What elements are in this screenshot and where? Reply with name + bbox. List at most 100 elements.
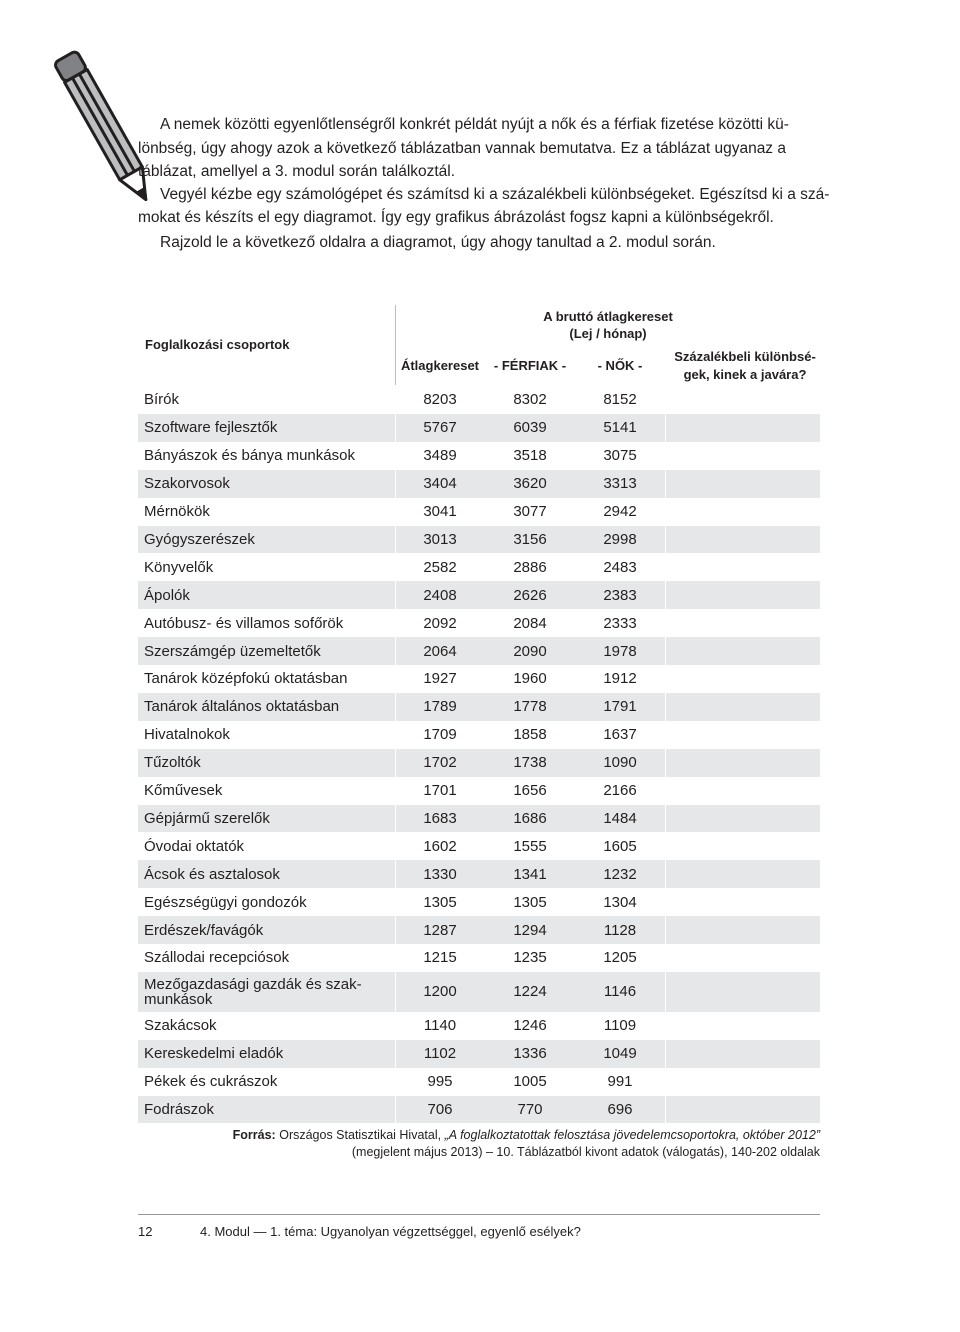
- wage-value: 991: [607, 1073, 633, 1091]
- cell-separator: [395, 1039, 396, 1068]
- wage-value: 2886: [513, 558, 547, 576]
- cell-separator: [395, 469, 396, 498]
- cell-separator: [665, 637, 666, 665]
- wage-value: 1709: [423, 726, 457, 744]
- occupation: Mérnökök: [144, 503, 210, 521]
- cell-separator: [665, 916, 666, 944]
- wage-value: 1140: [423, 1017, 457, 1035]
- wage-value: 2942: [603, 503, 637, 521]
- column-header: - NŐK -: [597, 358, 643, 373]
- cell-separator: [665, 413, 666, 442]
- wage-value: 1287: [423, 921, 457, 939]
- table-row: Bányászok és bánya munkások 3489 3518 3075: [138, 441, 820, 470]
- occupation: Bányászok és bánya munkások: [144, 447, 355, 465]
- wage-value: 1005: [513, 1073, 547, 1091]
- wage-value: 1602: [423, 837, 457, 855]
- wage-value: 2408: [423, 586, 457, 604]
- table-row: Bírók 8203 8302 8152: [138, 386, 820, 414]
- wage-unit: (Lej / hónap): [569, 326, 647, 341]
- table-row: Hivatalnokok 1709 1858 1637: [138, 720, 820, 749]
- wage-value: 1049: [603, 1045, 637, 1063]
- occupation: Tűzoltók: [144, 754, 201, 772]
- table-row: Tűzoltók 1702 1738 1090: [138, 748, 820, 777]
- cell-separator: [395, 916, 396, 944]
- wage-value: 1224: [513, 983, 547, 1001]
- intro-line: táblázat, amellyel a 3. modul során talá…: [138, 163, 456, 180]
- wage-value: 1305: [423, 893, 457, 911]
- cell-separator: [665, 497, 666, 526]
- wage-value: 1205: [603, 949, 637, 967]
- wage-value: 1090: [603, 754, 637, 772]
- cell-separator: [665, 776, 666, 805]
- wage-value: 3075: [603, 447, 637, 465]
- intro-line: lönbség, úgy ahogy azok a következő tábl…: [138, 140, 786, 157]
- table-row: Egészségügyi gondozók 1305 1305 1304: [138, 888, 820, 917]
- occupation: Szakorvosok: [144, 475, 230, 493]
- table-row: Szakácsok 1140 1246 1109: [138, 1011, 820, 1040]
- cell-separator: [395, 1011, 396, 1040]
- wage-value: 1102: [423, 1045, 457, 1063]
- wage-value: 2064: [423, 642, 457, 660]
- wage-value: 770: [517, 1101, 543, 1119]
- cell-separator: [395, 720, 396, 749]
- cell-separator: [395, 665, 396, 693]
- wage-value: 1246: [513, 1017, 547, 1035]
- table-row: Pékek és cukrászok 995 1005 991: [138, 1067, 820, 1096]
- wage-value: 1341: [513, 865, 547, 883]
- wage-title: A bruttó átlagkereset: [543, 309, 673, 324]
- wage-value: 1978: [603, 642, 637, 660]
- cell-separator: [395, 1095, 396, 1124]
- wage-value: 3518: [513, 447, 547, 465]
- wage-value: 1778: [513, 698, 547, 716]
- occupation: Szállodai recepciósok: [144, 949, 290, 967]
- wage-value: 1484: [603, 809, 637, 827]
- cell-separator: [395, 776, 396, 805]
- table-row: Tanárok általános oktatásban 1789 1778 1791: [138, 692, 820, 721]
- diff-header: gek, kinek a javára?: [683, 367, 807, 382]
- occupation: Hivatalnokok: [144, 726, 230, 744]
- source-title: „A foglalkoztatottak felosztása jövedele…: [444, 1128, 820, 1142]
- wage-value: 1605: [603, 837, 637, 855]
- occupation: Kőművesek: [144, 782, 223, 800]
- table-row: Szakorvosok 3404 3620 3313: [138, 469, 820, 498]
- cell-separator: [395, 1067, 396, 1096]
- cell-separator: [665, 971, 666, 1012]
- wage-value: 2998: [603, 530, 637, 548]
- cell-separator: [395, 386, 396, 414]
- cell-separator: [395, 832, 396, 861]
- cell-separator: [395, 553, 396, 582]
- wage-value: 706: [427, 1101, 453, 1119]
- occupation: Óvodai oktatók: [144, 837, 245, 855]
- wage-value: 6039: [513, 419, 547, 437]
- source-text: Országos Statisztikai Hivatal,: [279, 1128, 445, 1142]
- table-row: Tanárok középfokú oktatásban 1927 1960 1912: [138, 665, 820, 693]
- cell-separator: [665, 692, 666, 721]
- wage-value: 1927: [423, 670, 457, 688]
- cell-separator: [665, 665, 666, 693]
- intro-line: mokat és készíts el egy diagramot. Így e…: [138, 209, 774, 226]
- wage-value: 1235: [513, 949, 547, 967]
- wage-value: 2084: [513, 614, 547, 632]
- occupation: Mezőgazdasági gazdák és szak- munkások: [144, 975, 362, 1008]
- wage-value: 2582: [423, 558, 457, 576]
- footer-text: 4. Modul — 1. téma: Ugyanolyan végzettsé…: [200, 1224, 581, 1239]
- table-row: Kőművesek 1701 1656 2166: [138, 776, 820, 805]
- cell-separator: [395, 525, 396, 554]
- occupation: Bírók: [144, 391, 180, 409]
- cell-separator: [665, 832, 666, 861]
- wage-value: 8152: [603, 391, 637, 409]
- cell-separator: [395, 944, 396, 972]
- cell-separator: [665, 860, 666, 889]
- wage-value: 3489: [423, 447, 457, 465]
- wage-value: 3620: [513, 475, 547, 493]
- wage-value: 1305: [513, 893, 547, 911]
- table-row: Szerszámgép üzemeltetők 2064 2090 1978: [138, 637, 820, 665]
- wage-value: 1637: [603, 726, 637, 744]
- cell-separator: [665, 1095, 666, 1124]
- wage-value: 2383: [603, 586, 637, 604]
- wage-value: 3077: [513, 503, 547, 521]
- cell-separator: [665, 553, 666, 582]
- occupation: Szakácsok: [144, 1017, 217, 1035]
- cell-separator: [395, 748, 396, 777]
